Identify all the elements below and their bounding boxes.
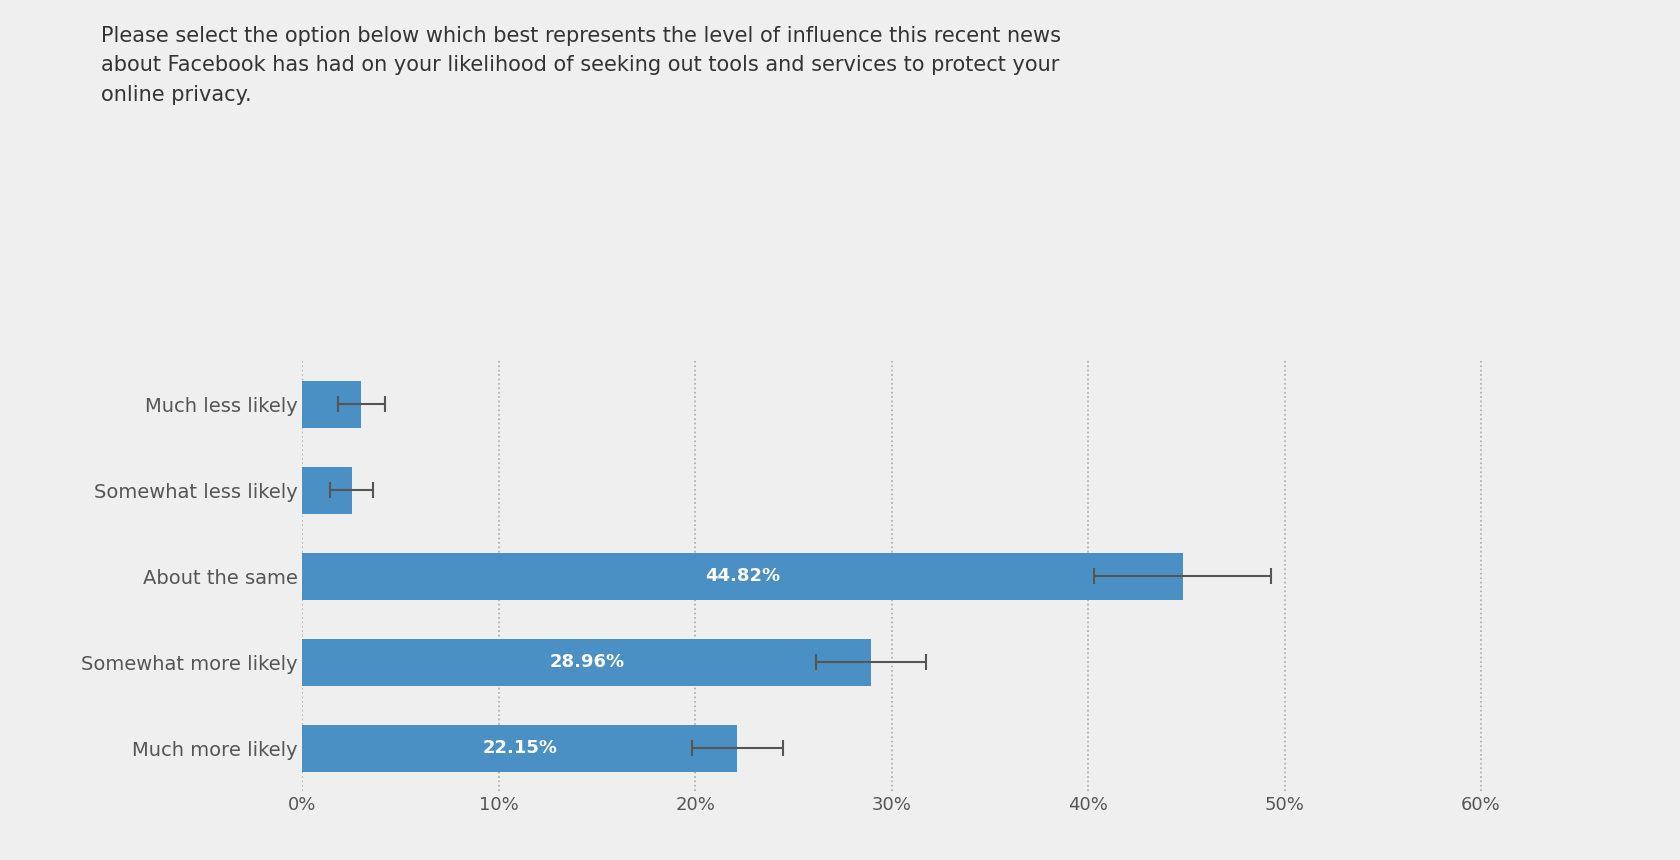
Text: Please select the option below which best represents the level of influence this: Please select the option below which bes… — [101, 26, 1060, 105]
Bar — [302, 380, 361, 427]
Text: 44.82%: 44.82% — [706, 568, 780, 585]
Bar — [302, 638, 872, 686]
Bar — [302, 724, 738, 772]
Text: 22.15%: 22.15% — [482, 740, 558, 757]
Bar — [302, 553, 1183, 600]
Bar — [302, 466, 351, 514]
Text: 28.96%: 28.96% — [549, 654, 625, 671]
